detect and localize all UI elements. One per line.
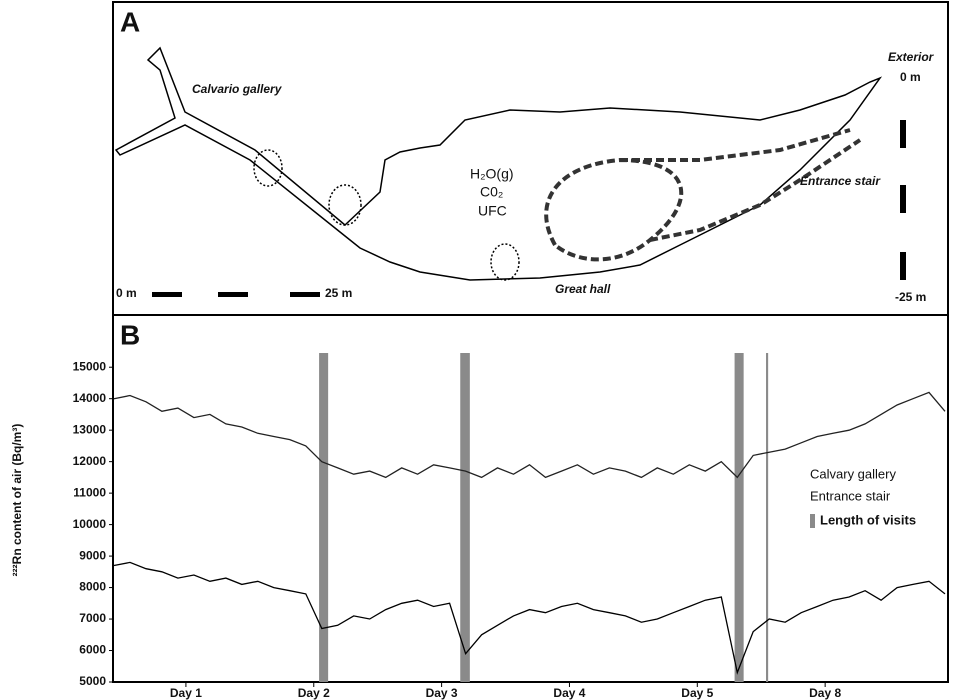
panel-b-frame xyxy=(112,314,949,683)
y-tick-label: 11000 xyxy=(73,485,106,499)
y-tick-label: 6000 xyxy=(79,643,106,657)
y-tick-label: 5000 xyxy=(79,674,106,688)
visit-bar xyxy=(734,353,744,682)
y-tick-label: 10000 xyxy=(73,517,107,531)
x-tick-label: Day 3 xyxy=(426,686,458,700)
y-tick-label: 14000 xyxy=(73,391,107,405)
map-label: 0 m xyxy=(116,286,137,300)
y-axis-label: ²²²Rn content of air (Bq/m³) xyxy=(10,424,24,577)
series-line xyxy=(113,561,946,675)
y-tick-label: 13000 xyxy=(73,422,107,436)
x-tick-label: Day 2 xyxy=(298,686,330,700)
y-tick-label: 12000 xyxy=(73,454,107,468)
series-line xyxy=(113,391,946,479)
x-tick-label: Day 5 xyxy=(681,686,713,700)
y-tick-label: 7000 xyxy=(79,611,106,625)
panel-a-frame xyxy=(112,1,949,316)
y-tick-label: 8000 xyxy=(79,580,106,594)
map-label: 25 m xyxy=(325,286,352,300)
legend-label: Length of visits xyxy=(820,512,916,527)
y-tick-label: 15000 xyxy=(73,359,107,373)
visit-bar xyxy=(319,353,329,682)
legend-label: Calvary gallery xyxy=(810,466,896,481)
panel-label: A xyxy=(120,6,140,37)
y-tick-label: 9000 xyxy=(79,548,106,562)
map-label: UFC xyxy=(478,203,507,219)
map-label: Entrance stair xyxy=(800,174,881,188)
map-label: H₂O(g) xyxy=(470,166,514,182)
x-tick-label: Day 1 xyxy=(170,686,202,700)
map-label: Exterior xyxy=(888,50,935,64)
visit-bar xyxy=(460,353,470,682)
cave-map xyxy=(114,46,883,281)
visit-bar xyxy=(766,353,769,682)
scale-bar xyxy=(152,120,906,297)
panel-label: B xyxy=(120,319,140,350)
x-tick-label: Day 4 xyxy=(553,686,585,700)
map-label: C0₂ xyxy=(480,184,503,200)
x-tick-label: Day 8 xyxy=(809,686,841,700)
map-label: -25 m xyxy=(895,290,926,304)
map-label: Calvario gallery xyxy=(192,82,283,96)
legend-swatch xyxy=(810,514,815,528)
legend-label: Entrance stair xyxy=(810,488,891,503)
map-label: Great hall xyxy=(555,282,611,296)
map-label: 0 m xyxy=(900,70,921,84)
